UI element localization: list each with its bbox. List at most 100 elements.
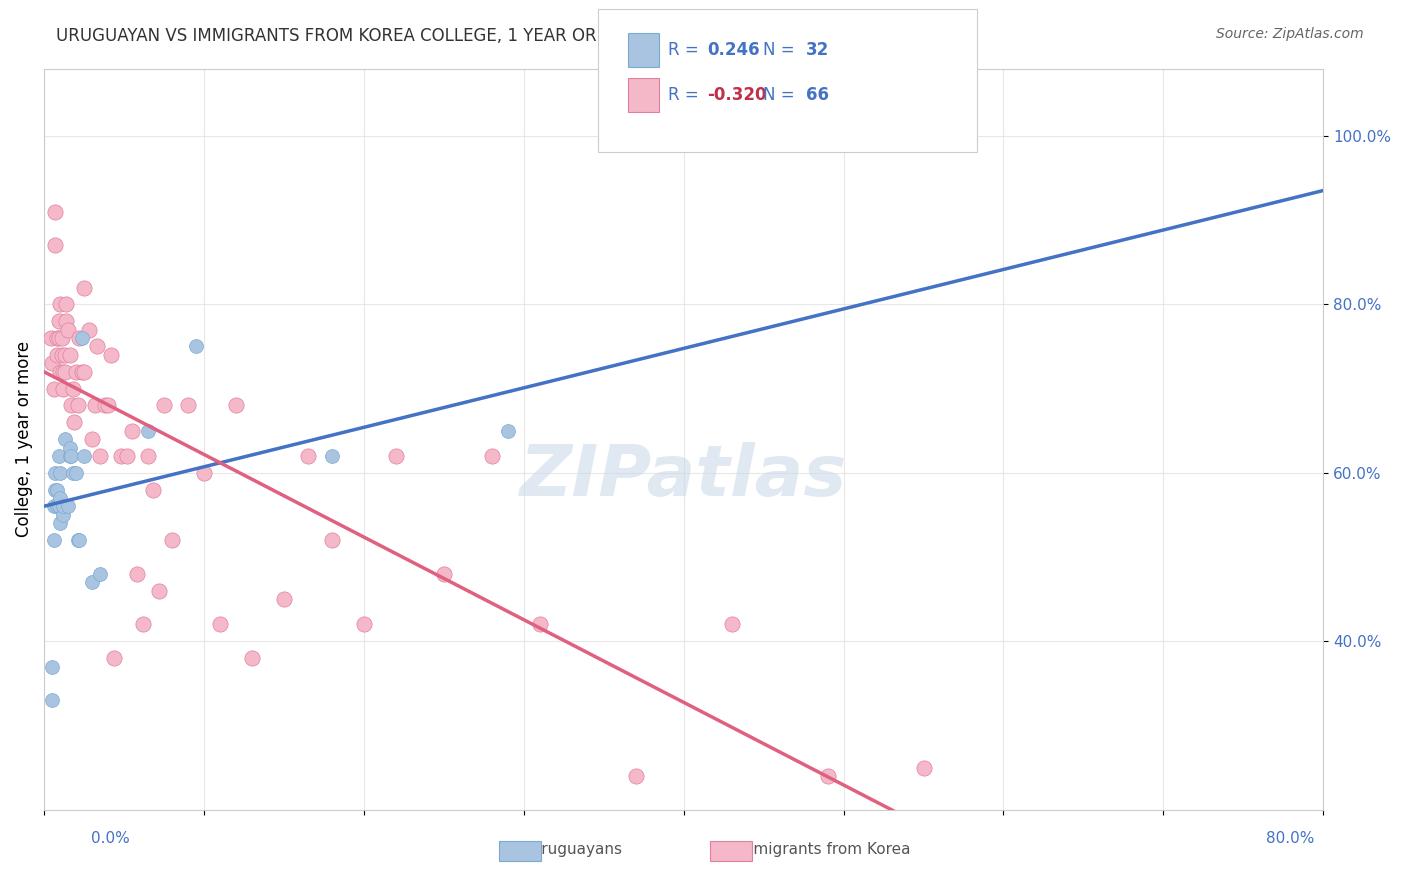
Text: 0.246: 0.246: [707, 41, 759, 59]
Point: [117, 449, 139, 463]
Point: [44, 466, 66, 480]
Text: 0.0%: 0.0%: [91, 831, 131, 846]
Point: [56, 500, 79, 514]
Point: [177, 399, 200, 413]
Point: [160, 533, 183, 548]
Point: [62, 382, 84, 396]
Point: [136, 424, 159, 438]
Text: 66: 66: [806, 86, 828, 103]
Point: [45, 483, 67, 497]
Point: [125, 566, 148, 581]
Text: Immigrants from Korea: Immigrants from Korea: [734, 842, 911, 856]
Point: [193, 466, 215, 480]
Text: URUGUAYAN VS IMMIGRANTS FROM KOREA COLLEGE, 1 YEAR OR MORE CORRELATION CHART: URUGUAYAN VS IMMIGRANTS FROM KOREA COLLE…: [56, 27, 837, 45]
Point: [89, 566, 111, 581]
Point: [67, 331, 90, 345]
Point: [912, 761, 935, 775]
Point: [41, 693, 63, 707]
Point: [48, 500, 70, 514]
Point: [110, 449, 132, 463]
Point: [42, 500, 65, 514]
Point: [56, 323, 79, 337]
Point: [297, 449, 319, 463]
Point: [66, 399, 89, 413]
Point: [817, 769, 839, 783]
Point: [60, 449, 83, 463]
Point: [48, 314, 70, 328]
Point: [132, 617, 155, 632]
Point: [225, 399, 247, 413]
Point: [49, 297, 72, 311]
Point: [80, 432, 103, 446]
Point: [55, 297, 77, 311]
Text: Source: ZipAtlas.com: Source: ZipAtlas.com: [1216, 27, 1364, 41]
Point: [97, 399, 120, 413]
Point: [49, 466, 72, 480]
Point: [45, 331, 67, 345]
Point: [65, 365, 87, 379]
Point: [42, 533, 65, 548]
Point: [103, 651, 125, 665]
Point: [142, 483, 165, 497]
Point: [62, 466, 84, 480]
Text: -0.320: -0.320: [707, 86, 766, 103]
Point: [59, 441, 82, 455]
Point: [39, 331, 62, 345]
Point: [273, 592, 295, 607]
Point: [136, 449, 159, 463]
Point: [63, 415, 86, 429]
Point: [208, 617, 231, 632]
Point: [51, 348, 73, 362]
Point: [49, 365, 72, 379]
Point: [385, 449, 408, 463]
Point: [89, 449, 111, 463]
Point: [148, 583, 170, 598]
Point: [481, 449, 503, 463]
Point: [55, 314, 77, 328]
Point: [65, 466, 87, 480]
Point: [73, 365, 96, 379]
Point: [72, 365, 94, 379]
Point: [321, 533, 343, 548]
Point: [59, 348, 82, 362]
Text: N =: N =: [763, 41, 800, 59]
Point: [624, 769, 647, 783]
Text: ZIPatlas: ZIPatlas: [520, 442, 848, 510]
Point: [100, 348, 122, 362]
Point: [59, 449, 82, 463]
Point: [48, 331, 70, 345]
Point: [52, 365, 75, 379]
Point: [44, 204, 66, 219]
Point: [45, 500, 67, 514]
Point: [52, 500, 75, 514]
Point: [121, 424, 143, 438]
Text: R =: R =: [668, 41, 704, 59]
Point: [720, 617, 742, 632]
Text: 80.0%: 80.0%: [1267, 831, 1315, 846]
Y-axis label: College, 1 year or more: College, 1 year or more: [15, 341, 32, 537]
Point: [44, 238, 66, 252]
Point: [321, 449, 343, 463]
Point: [80, 575, 103, 590]
Point: [53, 348, 76, 362]
Text: R =: R =: [668, 86, 704, 103]
Point: [52, 382, 75, 396]
Point: [45, 348, 67, 362]
Point: [41, 356, 63, 370]
Point: [94, 399, 117, 413]
Point: [66, 533, 89, 548]
Point: [529, 617, 551, 632]
Point: [184, 339, 207, 353]
Point: [240, 651, 263, 665]
Point: [153, 399, 176, 413]
Point: [60, 399, 83, 413]
Point: [48, 449, 70, 463]
Point: [53, 432, 76, 446]
Point: [72, 331, 94, 345]
Point: [353, 617, 375, 632]
Point: [52, 508, 75, 522]
Point: [73, 280, 96, 294]
Point: [53, 365, 76, 379]
Point: [77, 323, 100, 337]
Point: [49, 491, 72, 505]
